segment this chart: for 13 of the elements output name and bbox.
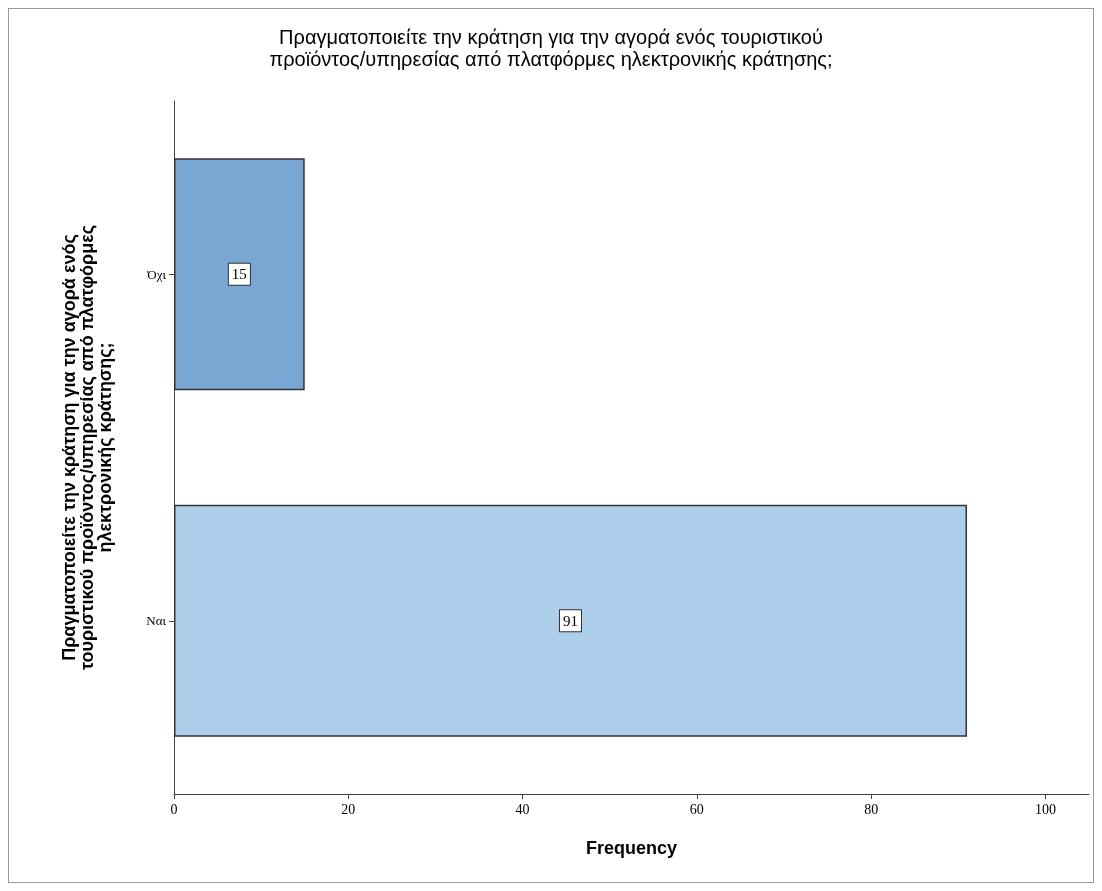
data-label: 91 [563,612,578,629]
y-axis-title: Πραγματοποιείτε την κράτηση για την αγορά ενός τουριστικού προϊόντος/υπηρεσίας από πλατφόρμες ηλεκτρονικής κράτησης; [59,224,115,671]
data-label: 15 [231,266,247,283]
x-axis-title: Frequency [585,838,678,858]
chart-title: Πραγματοποιείτε την κράτηση για την αγορά ενός τουριστικού προϊόντος/υπηρεσίας από πλατφόρμες ηλεκτρονικής κράτησης; [269,26,833,70]
x-tick-label: 0 [170,801,178,817]
x-tick-label: 100 [1034,801,1056,817]
y-tick-label: Ναι [146,613,167,629]
x-tick-label: 60 [689,801,704,817]
x-tick-label: 20 [341,801,356,817]
x-tick-label: 40 [515,801,530,817]
x-tick-label: 80 [864,801,879,817]
y-tick-label: Όχι [146,266,167,282]
